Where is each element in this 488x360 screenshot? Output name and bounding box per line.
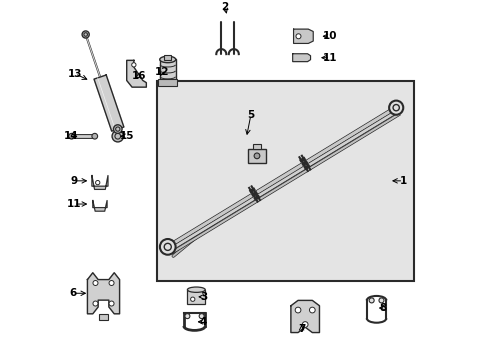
Circle shape — [295, 307, 300, 313]
Circle shape — [309, 307, 315, 313]
Polygon shape — [290, 300, 319, 333]
Text: 3: 3 — [200, 292, 206, 302]
Circle shape — [295, 34, 301, 39]
Circle shape — [109, 301, 114, 306]
Bar — [158, 79, 177, 86]
Circle shape — [92, 133, 98, 139]
Text: 10: 10 — [322, 31, 337, 41]
Text: 12: 12 — [154, 67, 168, 77]
Polygon shape — [292, 54, 310, 62]
Circle shape — [131, 63, 136, 67]
Text: 5: 5 — [247, 110, 254, 120]
Ellipse shape — [187, 287, 205, 292]
Polygon shape — [87, 273, 120, 314]
Circle shape — [109, 280, 114, 285]
Text: 15: 15 — [119, 131, 134, 141]
Circle shape — [388, 100, 403, 115]
Polygon shape — [293, 29, 313, 44]
Polygon shape — [94, 75, 123, 131]
Text: 11: 11 — [322, 53, 337, 63]
Bar — [187, 290, 205, 304]
Bar — [252, 144, 261, 149]
Text: 16: 16 — [132, 71, 146, 81]
Text: 2: 2 — [221, 2, 228, 12]
Text: 8: 8 — [379, 302, 386, 312]
Circle shape — [69, 133, 74, 139]
Circle shape — [160, 239, 175, 255]
Bar — [160, 59, 175, 85]
Polygon shape — [93, 201, 107, 211]
Text: 7: 7 — [297, 324, 305, 334]
Text: 6: 6 — [69, 288, 77, 298]
Text: 1: 1 — [399, 176, 406, 186]
Circle shape — [184, 314, 189, 319]
Circle shape — [113, 125, 122, 133]
Circle shape — [254, 153, 259, 159]
Bar — [99, 314, 107, 320]
Circle shape — [368, 298, 373, 303]
Bar — [247, 149, 265, 163]
Circle shape — [199, 314, 204, 319]
Circle shape — [302, 321, 307, 327]
Bar — [164, 55, 171, 60]
Circle shape — [190, 297, 195, 301]
Circle shape — [93, 301, 98, 306]
Circle shape — [112, 131, 123, 142]
Circle shape — [378, 298, 383, 303]
Polygon shape — [92, 175, 108, 189]
Circle shape — [95, 180, 100, 185]
Text: 11: 11 — [66, 199, 81, 209]
Bar — [157, 81, 413, 281]
Circle shape — [93, 280, 98, 285]
Text: 13: 13 — [67, 69, 82, 79]
Text: 14: 14 — [63, 131, 78, 141]
Text: 4: 4 — [200, 317, 207, 327]
Text: 9: 9 — [70, 176, 77, 186]
Polygon shape — [126, 60, 146, 87]
Ellipse shape — [160, 56, 175, 63]
Circle shape — [82, 31, 89, 38]
